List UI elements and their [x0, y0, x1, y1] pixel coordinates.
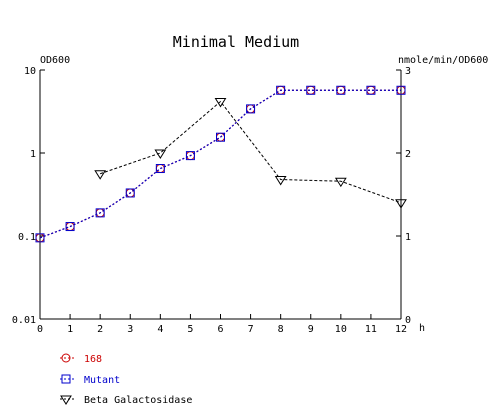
data-point [60, 395, 72, 405]
x-tick-label: 3 [127, 324, 133, 335]
data-point [306, 85, 316, 95]
legend-item: 168 [60, 353, 102, 365]
legend-item: Beta Galactosidase [60, 395, 192, 405]
x-tick-label: 2 [97, 324, 103, 335]
series-beta-galactosidase [94, 98, 407, 209]
data-point [336, 85, 346, 95]
legend-label: Beta Galactosidase [84, 395, 192, 405]
data-point [395, 199, 407, 209]
data-point [216, 132, 225, 142]
data-point [154, 149, 167, 159]
series-168 [35, 85, 406, 243]
data-point [214, 98, 227, 108]
x-tick-label: 10 [335, 324, 347, 335]
data-point [185, 151, 195, 161]
legend-label: 168 [84, 354, 102, 365]
x-tick-label: 6 [217, 324, 223, 335]
data-point [396, 85, 406, 95]
y-left-axis-label: OD600 [40, 55, 70, 66]
y-right-tick-label: 1 [405, 232, 411, 243]
legend-label: Mutant [84, 375, 120, 386]
legend: 168 Mutant Beta Galactosidase [60, 353, 192, 405]
x-tick-label: 11 [365, 324, 377, 335]
x-tick-label: 12 [395, 324, 407, 335]
x-axis: 0 1 2 3 4 5 6 7 8 9 10 11 12 [37, 314, 407, 335]
y-right-axis-label: nmole/min/OD600 [398, 55, 488, 66]
x-tick-label: 7 [248, 324, 254, 335]
data-point [61, 374, 71, 384]
legend-item: Mutant [60, 374, 120, 386]
x-tick-label: 0 [37, 324, 43, 335]
series-layer [35, 85, 407, 243]
x-tick-label: 8 [278, 324, 284, 335]
y-right-tick-label: 0 [405, 315, 411, 326]
y-left-tick-label: 1 [30, 149, 36, 160]
x-tick-label: 1 [67, 324, 73, 335]
series-line [39, 89, 401, 239]
x-tick-label: 9 [308, 324, 314, 335]
data-point [95, 208, 105, 218]
y-left-tick-label: 0.01 [12, 315, 36, 326]
x-unit-label: h [419, 323, 425, 334]
data-point [155, 164, 165, 174]
y-left-tick-label: 10 [24, 66, 36, 77]
data-point [276, 85, 286, 95]
chart-title: Minimal Medium [173, 33, 299, 51]
y-left-tick-label: 0.1 [18, 232, 36, 243]
data-point [94, 170, 107, 180]
series-line [100, 100, 402, 204]
data-point [246, 104, 256, 114]
y-right-tick-label: 2 [405, 149, 411, 160]
data-point [334, 177, 347, 188]
x-tick-label: 5 [187, 324, 193, 335]
data-point [274, 176, 287, 186]
data-point [125, 188, 135, 198]
series-mutant [35, 85, 406, 243]
x-tick-label: 4 [157, 324, 163, 335]
data-point [61, 353, 71, 363]
y-right-tick-label: 3 [405, 66, 411, 77]
data-point [366, 85, 376, 95]
data-point [65, 222, 75, 232]
data-point [35, 233, 45, 243]
y-right-axis: 3 2 1 0 [396, 66, 411, 326]
series-line [39, 89, 401, 239]
